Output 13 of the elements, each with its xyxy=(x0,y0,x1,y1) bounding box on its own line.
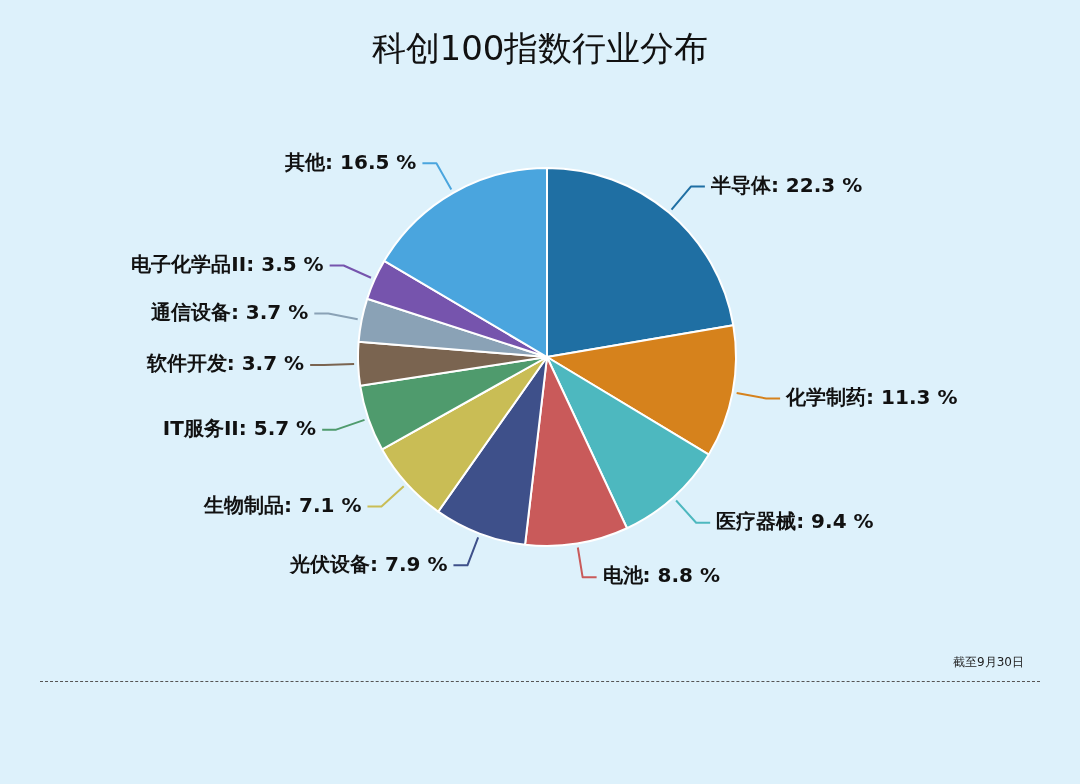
slice-label: 通信设备: 3.7 % xyxy=(149,299,309,324)
slice-label: 其他: 16.5 % xyxy=(284,149,417,174)
slice-label: 电池: 8.8 % xyxy=(602,563,721,588)
slice-label: 软件开发: 3.7 % xyxy=(145,351,305,376)
slice-label: 医疗器械: 9.4 % xyxy=(716,508,874,533)
slice-label: 电子化学品II: 3.5 % xyxy=(131,251,324,276)
slice-label: 光伏设备: 7.9 % xyxy=(289,551,448,576)
chart-title: 科创100指数行业分布 xyxy=(370,27,710,70)
slice-label: IT服务II: 5.7 % xyxy=(162,415,317,440)
slice-label: 生物制品: 7.1 % xyxy=(203,492,362,517)
slice-label: 化学制药: 11.3 % xyxy=(785,384,958,409)
text: 截至9月30日 xyxy=(953,654,1024,671)
slice-label: 半导体: 22.3 % xyxy=(709,172,863,197)
